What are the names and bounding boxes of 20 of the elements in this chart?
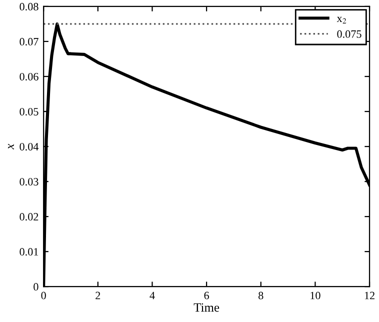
x-axis-title: Time [194,303,220,312]
x-tick-label: 2 [96,292,100,300]
y-tick-label: 0 [34,283,38,291]
y-tick-label: 0.03 [20,178,38,186]
x-tick-label: 8 [258,292,264,300]
y-axis-title: x [8,144,14,150]
y-tick-label: 0.06 [20,72,38,80]
x-tick-label: 12 [364,292,374,300]
y-tick-label: 0.07 [20,38,38,46]
y-tick-label: 0.04 [20,142,39,151]
y-tick-label: 0.05 [20,108,38,116]
x-tick-label: 10 [310,292,320,300]
y-tick-label: 0.01 [20,248,38,256]
legend-label: 0.075 [337,30,362,38]
legend-label: x$_{2}$ [336,16,346,24]
x-tick-label: 0 [41,292,46,300]
y-tick-label: 0.08 [20,2,38,10]
x-tick-label: 6 [204,292,209,300]
y-tick-label: 0.02 [20,213,38,221]
x-tick-label: 4 [150,292,155,300]
